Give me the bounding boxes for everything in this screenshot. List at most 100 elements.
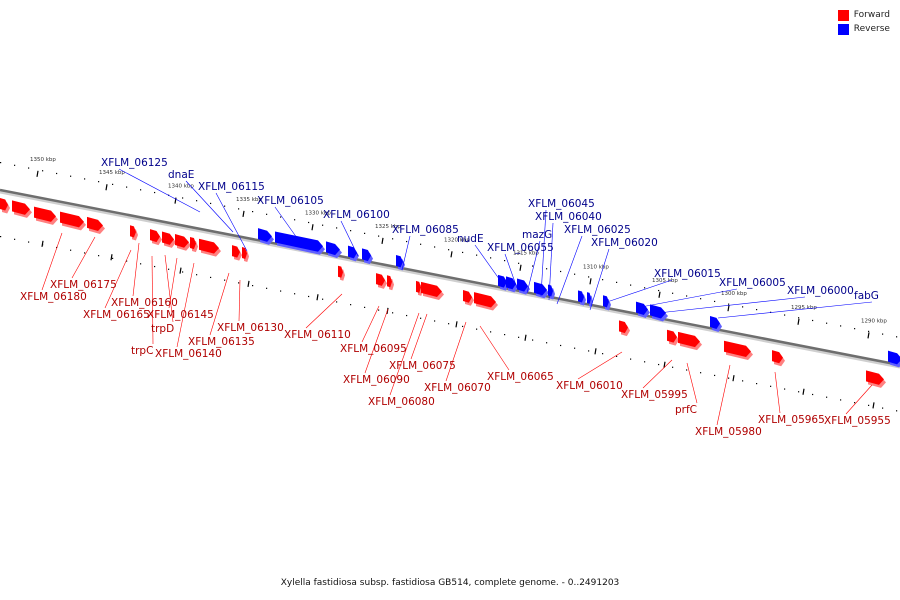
scale-dot-lower bbox=[560, 344, 562, 347]
scale-dot-upper bbox=[700, 298, 702, 300]
scale-tick-label: 1340 kbp bbox=[168, 184, 194, 190]
scale-dot-upper bbox=[112, 183, 114, 185]
scale-dot-upper bbox=[728, 303, 730, 305]
scale-tick bbox=[797, 318, 800, 325]
scale-dot-upper bbox=[56, 172, 58, 175]
scale-tick-label: 1335 kbp bbox=[236, 197, 262, 203]
forward-leader-line bbox=[364, 308, 389, 374]
reverse-leader-line bbox=[640, 288, 738, 308]
scale-dot-lower bbox=[574, 347, 576, 349]
scale-dot-lower bbox=[308, 295, 310, 298]
forward-gene-7 bbox=[162, 231, 174, 245]
scale-dot-upper bbox=[294, 219, 296, 221]
scale-dot-upper bbox=[98, 181, 100, 183]
scale-dot-upper bbox=[616, 281, 618, 283]
reverse-gene-label: XFLM_06085 bbox=[392, 224, 459, 236]
scale-dot-lower bbox=[294, 293, 296, 295]
scale-dot-lower bbox=[882, 407, 884, 409]
scale-dot-lower bbox=[686, 369, 688, 371]
scale-dot-lower bbox=[140, 263, 142, 265]
scale-dot-lower bbox=[798, 391, 800, 393]
forward-leader-line bbox=[209, 272, 230, 336]
scale-dot-lower bbox=[98, 255, 100, 257]
scale-dot-lower bbox=[518, 336, 520, 338]
reverse-gene-1 bbox=[275, 231, 323, 252]
scale-dot-upper bbox=[266, 213, 268, 215]
scale-dot-lower bbox=[784, 388, 786, 390]
gene-features bbox=[0, 198, 900, 388]
forward-gene-label: trpD bbox=[151, 323, 174, 335]
reverse-gene-label: XFLM_06115 bbox=[198, 181, 265, 193]
scale-tick-label: 1295 kbp bbox=[791, 305, 817, 311]
scale-dot-lower bbox=[70, 249, 72, 251]
scale-dot-lower bbox=[280, 290, 282, 292]
forward-leader-line bbox=[445, 321, 467, 382]
forward-leader-line bbox=[686, 362, 698, 404]
reverse-leader-line bbox=[540, 209, 547, 297]
scale-dot-upper bbox=[196, 200, 198, 202]
scale-dot-lower bbox=[546, 342, 548, 344]
forward-gene-label: trpC bbox=[131, 345, 153, 357]
scale-dot-upper bbox=[434, 246, 436, 248]
forward-leader-line bbox=[238, 279, 241, 322]
reverse-gene-label: XFLM_06040 bbox=[535, 211, 602, 223]
forward-leader-line bbox=[132, 242, 140, 297]
reverse-gene-7 bbox=[506, 276, 516, 290]
scale-dot-upper bbox=[462, 251, 464, 254]
scale-dot-upper bbox=[322, 224, 324, 226]
genome-backbone bbox=[0, 188, 900, 369]
scale-dot-upper bbox=[672, 292, 674, 294]
scale-tick-lower bbox=[179, 267, 182, 274]
forward-gene-14 bbox=[376, 273, 385, 286]
forward-leader-line bbox=[389, 312, 420, 396]
forward-gene-label: XFLM_05995 bbox=[621, 389, 688, 401]
scale-dot-upper bbox=[812, 319, 814, 322]
scale-dot-lower bbox=[182, 271, 184, 273]
forward-leader-line bbox=[577, 351, 623, 380]
forward-gene-5 bbox=[130, 225, 136, 238]
forward-gene-label: XFLM_06090 bbox=[343, 374, 410, 386]
scale-dot-upper bbox=[0, 162, 2, 164]
scale-dot-upper bbox=[364, 232, 366, 234]
forward-gene-label: XFLM_06075 bbox=[389, 360, 456, 372]
scale-dot-upper bbox=[350, 230, 352, 232]
scale-tick bbox=[519, 264, 522, 271]
scale-dot-lower bbox=[112, 257, 114, 259]
forward-gene-10 bbox=[199, 238, 219, 254]
forward-leader-line bbox=[642, 359, 673, 389]
scale-dot-lower bbox=[868, 404, 870, 406]
scale-tick-label: 1350 kbp bbox=[30, 157, 56, 163]
scale-dot-lower bbox=[126, 260, 128, 262]
forward-gene-label: XFLM_06160 bbox=[111, 297, 178, 309]
forward-gene-19 bbox=[474, 292, 496, 308]
reverse-leader-line bbox=[548, 222, 554, 301]
scale-dot-lower bbox=[476, 328, 478, 330]
scale-dot-upper bbox=[742, 306, 744, 308]
forward-leader-line bbox=[845, 384, 873, 415]
scale-dot-upper bbox=[798, 317, 800, 319]
forward-gene-11 bbox=[232, 245, 240, 258]
scale-dot-upper bbox=[756, 309, 758, 311]
reverse-leader-line bbox=[609, 279, 673, 302]
scale-tick-label: 1315 kbp bbox=[513, 251, 539, 257]
scale-tick-label: 1330 kbp bbox=[305, 210, 331, 216]
scale-tick-lower bbox=[110, 254, 113, 261]
scale-dot-upper bbox=[714, 300, 716, 303]
reverse-gene-9 bbox=[534, 281, 547, 296]
forward-gene-label: XFLM_05965 bbox=[758, 414, 825, 426]
forward-gene-20 bbox=[619, 320, 628, 334]
scale-dot-lower bbox=[14, 238, 16, 240]
reverse-gene-label: XFLM_06000 bbox=[787, 285, 854, 297]
scale-tick bbox=[381, 237, 384, 244]
scale-dot-upper bbox=[252, 211, 254, 213]
scale-dot-upper bbox=[532, 265, 534, 267]
scale-tick bbox=[311, 224, 314, 231]
scale-dot-upper bbox=[882, 333, 884, 335]
scale-dot-upper bbox=[476, 254, 478, 256]
scale-dot-upper bbox=[546, 268, 548, 270]
backbone-line bbox=[0, 188, 900, 367]
forward-gene-15 bbox=[387, 275, 392, 288]
forward-gene-label: XFLM_06140 bbox=[155, 348, 222, 360]
scale-dot-upper bbox=[560, 270, 562, 273]
